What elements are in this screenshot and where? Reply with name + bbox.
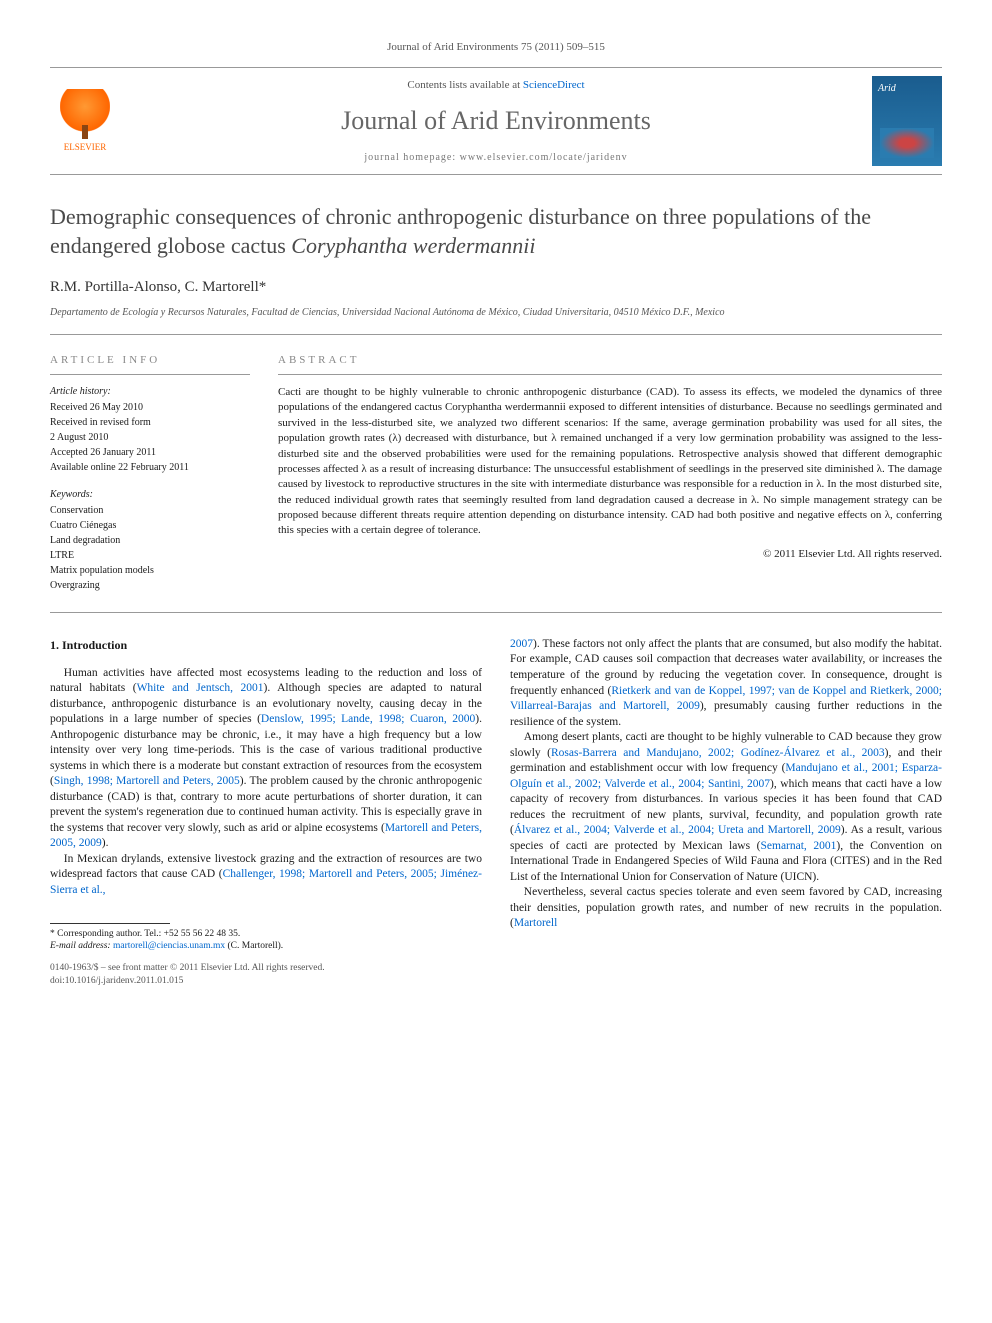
citation-link[interactable]: Rosas-Barrera and Mandujano, 2002; Godín…: [551, 747, 885, 759]
front-matter-line: 0140-1963/$ – see front matter © 2011 El…: [50, 962, 482, 975]
history-item: Available online 22 February 2011: [50, 461, 250, 474]
journal-cover-thumb: Arid: [872, 76, 942, 166]
publisher-logo: ELSEVIER: [50, 81, 120, 161]
contents-line: Contents lists available at ScienceDirec…: [132, 78, 860, 93]
body-columns: 1. Introduction Human activities have af…: [50, 637, 942, 989]
body-paragraph: In Mexican drylands, extensive livestock…: [50, 852, 482, 899]
column-left: 1. Introduction Human activities have af…: [50, 637, 482, 989]
article-info: ARTICLE INFO Article history: Received 2…: [50, 353, 250, 594]
keywords-label: Keywords:: [50, 488, 250, 502]
journal-title: Journal of Arid Environments: [132, 103, 860, 139]
email-label: E-mail address:: [50, 941, 113, 951]
citation-link[interactable]: 2007: [510, 638, 533, 650]
keyword: Cuatro Ciénegas: [50, 519, 250, 532]
citation-link[interactable]: White and Jentsch, 2001: [137, 682, 264, 694]
history-item: Received in revised form: [50, 416, 250, 429]
publisher-name: ELSEVIER: [64, 141, 107, 154]
corresponding-footnote: * Corresponding author. Tel.: +52 55 56 …: [50, 928, 482, 940]
authors: R.M. Portilla-Alonso, C. Martorell*: [50, 277, 942, 298]
sciencedirect-link[interactable]: ScienceDirect: [523, 79, 585, 91]
footnote-separator: [50, 923, 170, 924]
keyword: Land degradation: [50, 534, 250, 547]
citation-link[interactable]: Denslow, 1995; Lande, 1998; Cuaron, 2000: [261, 713, 475, 725]
keyword: Overgrazing: [50, 579, 250, 592]
masthead-center: Contents lists available at ScienceDirec…: [132, 78, 860, 166]
citation-link[interactable]: Singh, 1998; Martorell and Peters, 2005: [54, 775, 240, 787]
elsevier-tree-icon: [60, 89, 110, 139]
doi-block: 0140-1963/$ – see front matter © 2011 El…: [50, 962, 482, 989]
cover-label: Arid: [878, 83, 896, 94]
doi-line: doi:10.1016/j.jaridenv.2011.01.015: [50, 975, 482, 988]
keyword: Conservation: [50, 504, 250, 517]
column-right: 2007). These factors not only affect the…: [510, 637, 942, 989]
keyword: LTRE: [50, 549, 250, 562]
homepage-url[interactable]: www.elsevier.com/locate/jaridenv: [460, 152, 628, 163]
title-species: Coryphantha werdermannii: [291, 233, 535, 258]
masthead: ELSEVIER Contents lists available at Sci…: [50, 67, 942, 175]
citation-link[interactable]: Martorell: [514, 917, 557, 929]
abstract: ABSTRACT Cacti are thought to be highly …: [278, 353, 942, 594]
citation-link[interactable]: Álvarez et al., 2004; Valverde et al., 2…: [514, 824, 841, 836]
intro-heading: 1. Introduction: [50, 637, 482, 654]
history-item: Received 26 May 2010: [50, 401, 250, 414]
email-link[interactable]: martorell@ciencias.unam.mx: [113, 941, 225, 951]
journal-homepage: journal homepage: www.elsevier.com/locat…: [132, 151, 860, 165]
contents-prefix: Contents lists available at: [407, 79, 522, 91]
article-title: Demographic consequences of chronic anth…: [50, 203, 942, 260]
email-footnote: E-mail address: martorell@ciencias.unam.…: [50, 940, 482, 952]
body-paragraph: Nevertheless, several cactus species tol…: [510, 885, 942, 932]
abstract-copyright: © 2011 Elsevier Ltd. All rights reserved…: [278, 547, 942, 562]
history-item: Accepted 26 January 2011: [50, 446, 250, 459]
citation-link[interactable]: Semarnat, 2001: [761, 840, 837, 852]
homepage-prefix: journal homepage:: [364, 152, 459, 163]
keyword: Matrix population models: [50, 564, 250, 577]
body-paragraph: 2007). These factors not only affect the…: [510, 637, 942, 730]
header-citation: Journal of Arid Environments 75 (2011) 5…: [50, 40, 942, 55]
body-paragraph: Among desert plants, cacti are thought t…: [510, 730, 942, 885]
abstract-heading: ABSTRACT: [278, 353, 942, 375]
email-suffix: (C. Martorell).: [225, 941, 283, 951]
body-paragraph: Human activities have affected most ecos…: [50, 666, 482, 852]
article-info-heading: ARTICLE INFO: [50, 353, 250, 375]
abstract-text: Cacti are thought to be highly vulnerabl…: [278, 385, 942, 539]
affiliation: Departamento de Ecología y Recursos Natu…: [50, 306, 942, 335]
history-label: Article history:: [50, 385, 250, 399]
history-item: 2 August 2010: [50, 431, 250, 444]
